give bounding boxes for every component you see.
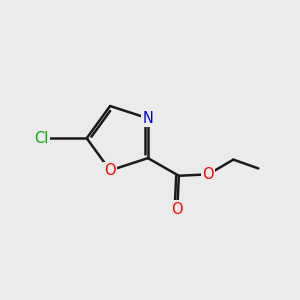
Text: O: O: [202, 167, 214, 182]
Text: N: N: [142, 111, 153, 126]
Text: Cl: Cl: [34, 131, 49, 146]
Text: O: O: [172, 202, 183, 217]
Text: O: O: [104, 163, 116, 178]
